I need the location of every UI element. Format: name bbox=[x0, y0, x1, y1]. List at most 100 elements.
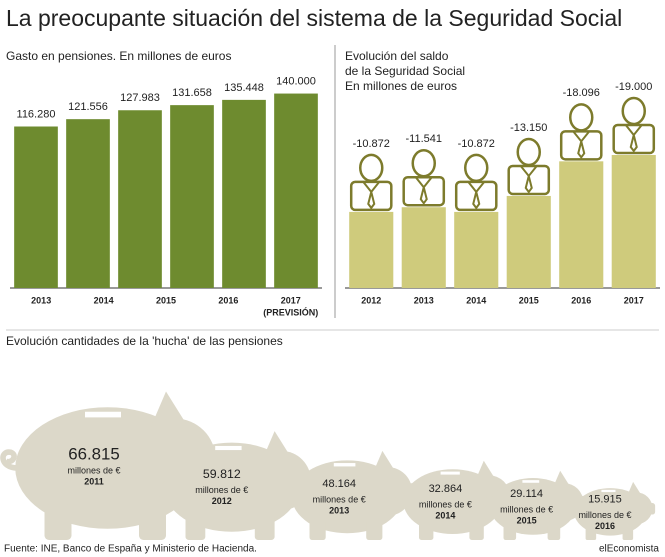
pig-leg bbox=[503, 523, 517, 540]
pig-slot bbox=[215, 445, 242, 451]
value-label: 121.556 bbox=[68, 101, 108, 113]
pig-leg bbox=[547, 523, 561, 540]
pig-leg bbox=[469, 520, 484, 540]
year-label: 2012 bbox=[212, 496, 232, 506]
pig-leg bbox=[139, 504, 166, 540]
x-tick-label: 2016 bbox=[571, 295, 591, 305]
person-tie bbox=[414, 176, 433, 205]
value-label: 135.448 bbox=[224, 82, 264, 94]
unit-label: millones de € bbox=[67, 465, 120, 475]
person-head bbox=[516, 137, 541, 167]
bar bbox=[401, 207, 446, 288]
bar bbox=[66, 119, 110, 288]
person-head bbox=[464, 153, 489, 183]
value-label: 32.864 bbox=[429, 483, 463, 495]
pig-ear bbox=[374, 450, 396, 473]
piggy-bank bbox=[568, 481, 656, 540]
bar bbox=[454, 211, 499, 288]
bar bbox=[274, 93, 318, 288]
pig-slot bbox=[522, 480, 540, 483]
pig-leg bbox=[366, 518, 383, 540]
x-tick-label: 2016 bbox=[218, 295, 238, 305]
x-tick-label: 2012 bbox=[361, 295, 381, 305]
value-label: 140.000 bbox=[276, 75, 316, 87]
value-label: -13.150 bbox=[510, 122, 547, 134]
year-label: 2013 bbox=[329, 506, 349, 516]
bar bbox=[222, 99, 266, 288]
person-head bbox=[411, 148, 436, 178]
person-head bbox=[359, 153, 384, 183]
unit-label: millones de € bbox=[419, 499, 472, 509]
pig-leg bbox=[309, 518, 326, 540]
chart-title: En millones de euros bbox=[345, 79, 457, 93]
unit-label: millones de € bbox=[195, 485, 248, 495]
value-label: 66.815 bbox=[68, 445, 120, 464]
x-tick-label: 2013 bbox=[31, 295, 51, 305]
person-head bbox=[569, 103, 594, 132]
person-tie bbox=[624, 124, 643, 153]
pig-tail bbox=[0, 449, 18, 471]
bar bbox=[349, 211, 394, 288]
pig-head bbox=[363, 467, 413, 516]
title: La preocupante situación del sistema de … bbox=[6, 5, 622, 31]
pig-ear bbox=[627, 481, 642, 496]
value-label: -10.872 bbox=[353, 138, 390, 150]
person-tie bbox=[572, 130, 591, 159]
forecast-note: (PREVISIÓN) bbox=[263, 306, 318, 317]
pig-leg bbox=[419, 520, 434, 540]
pig-leg bbox=[254, 513, 275, 540]
bar bbox=[611, 155, 656, 288]
pig-ear bbox=[476, 460, 496, 480]
bar bbox=[14, 126, 58, 288]
value-label: 15.915 bbox=[588, 493, 622, 505]
pig-tail bbox=[283, 485, 294, 499]
pig-head bbox=[620, 492, 653, 525]
year-label: 2016 bbox=[595, 521, 615, 531]
brand: elEconomista bbox=[599, 544, 659, 555]
unit-label: millones de € bbox=[500, 504, 553, 514]
unit-label: millones de € bbox=[313, 495, 366, 505]
chart-title: de la Seguridad Social bbox=[345, 64, 465, 78]
pig-ear bbox=[264, 431, 292, 458]
x-tick-label: 2015 bbox=[519, 295, 539, 305]
person-head bbox=[621, 96, 646, 126]
year-label: 2011 bbox=[84, 476, 104, 486]
year-label: 2014 bbox=[435, 510, 455, 520]
person-tie bbox=[467, 181, 486, 210]
piggy-bank bbox=[283, 450, 417, 540]
x-tick-label: 2014 bbox=[466, 295, 486, 305]
x-tick-label: 2015 bbox=[156, 295, 176, 305]
pig-snout bbox=[647, 503, 656, 515]
bar bbox=[118, 110, 162, 288]
bar bbox=[506, 195, 551, 288]
pig-slot bbox=[333, 463, 356, 467]
pig-tail bbox=[568, 504, 576, 513]
value-label: -18.096 bbox=[563, 87, 600, 99]
chart-title: Gasto en pensiones. En millones de euros bbox=[6, 49, 231, 63]
x-tick-label: 2013 bbox=[414, 295, 434, 305]
pig-tail bbox=[482, 497, 492, 508]
chart-title: Evolución cantidades de la 'hucha' de la… bbox=[6, 334, 283, 348]
x-tick-label: 2017 bbox=[624, 295, 644, 305]
person-tie bbox=[362, 181, 381, 210]
value-label: 127.983 bbox=[120, 92, 160, 104]
pig-slot bbox=[601, 489, 616, 493]
unit-label: millones de € bbox=[578, 510, 631, 520]
value-label: 59.812 bbox=[203, 467, 241, 481]
x-tick-label: 2017 bbox=[281, 295, 301, 305]
bar bbox=[170, 105, 214, 289]
pig-tail bbox=[153, 473, 166, 490]
pig-slot bbox=[440, 471, 460, 475]
value-label: -19.000 bbox=[615, 81, 652, 93]
person-tie bbox=[519, 165, 538, 194]
chart-title: Evolución del saldo bbox=[345, 49, 449, 63]
pig-leg bbox=[622, 525, 634, 540]
pig-ear bbox=[152, 391, 189, 428]
pig-leg bbox=[185, 513, 206, 540]
pig-tail bbox=[395, 491, 405, 504]
value-label: 116.280 bbox=[17, 108, 56, 120]
pig-ear bbox=[553, 470, 571, 488]
value-label: 131.658 bbox=[172, 87, 212, 99]
